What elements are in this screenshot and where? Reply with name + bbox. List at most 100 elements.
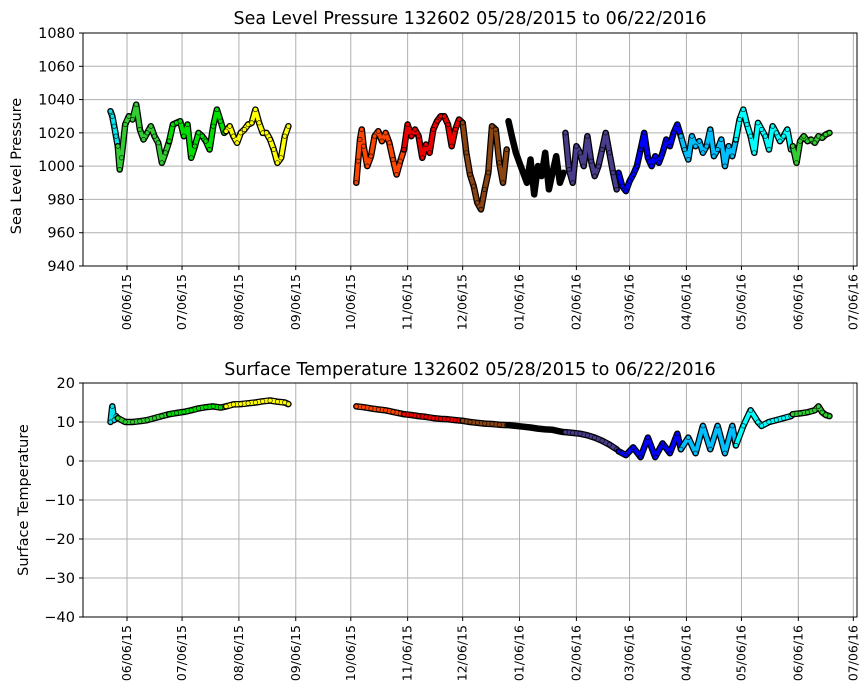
y-tick-label: −10 (44, 493, 75, 509)
data-point (113, 133, 119, 139)
data-point (285, 123, 291, 129)
data-point (781, 415, 787, 421)
data-point (434, 118, 440, 124)
data-point (689, 133, 695, 139)
data-point (748, 133, 754, 139)
data-point (790, 411, 796, 417)
data-point (737, 117, 743, 123)
y-tick-label: 10 (57, 415, 75, 431)
data-point (707, 446, 713, 452)
x-tick-label: 12/06/15 (455, 274, 470, 330)
data-point (460, 120, 466, 126)
data-point (561, 170, 567, 176)
y-tick-label: −20 (44, 532, 75, 548)
data-point (256, 120, 262, 126)
data-point (641, 130, 647, 136)
data-point (452, 417, 458, 423)
sea-level-pressure-chart: Sea Level Pressure 132602 05/28/2015 to … (9, 9, 860, 330)
data-point (729, 153, 735, 159)
x-tick-label: 06/06/15 (119, 625, 134, 681)
data-point (368, 153, 374, 159)
x-tick-label: 12/06/15 (455, 625, 470, 681)
data-point (663, 137, 669, 143)
data-point (678, 446, 684, 452)
data-point (126, 113, 132, 119)
data-point (726, 143, 732, 149)
data-point (379, 138, 385, 144)
data-point (252, 399, 258, 405)
series-line (506, 119, 566, 197)
axis-ticks: −40 −30 −20 −10 0 10 20 06/06/15 07/06/15 08/06/1… (44, 376, 860, 681)
data-point (504, 147, 510, 153)
data-point (199, 133, 205, 139)
x-tick-label: 09/06/15 (288, 625, 303, 681)
data-point (542, 426, 548, 432)
data-point (630, 444, 636, 450)
x-tick-label: 08/06/15 (231, 274, 246, 330)
data-point (122, 419, 128, 425)
data-point (423, 142, 429, 148)
data-point (660, 150, 666, 156)
x-tick-label: 04/06/16 (678, 274, 693, 330)
data-point (196, 130, 202, 136)
data-point (812, 407, 818, 413)
data-point (267, 137, 273, 143)
data-point (210, 123, 216, 129)
data-point (155, 140, 161, 146)
data-point (174, 410, 180, 416)
data-point (196, 405, 202, 411)
data-point (361, 143, 367, 149)
series-line (354, 127, 406, 185)
data-point (408, 133, 414, 139)
series-line (678, 127, 738, 169)
data-point (427, 150, 433, 156)
axis-ticks: 940 960 980 1000 1020 1040 1060 1080 06/06/15 07/… (38, 26, 860, 330)
data-point (797, 138, 803, 144)
data-point (181, 133, 187, 139)
data-point (770, 123, 776, 129)
chart-title: Surface Temperature 132602 05/28/2015 to… (224, 360, 715, 380)
data-point (592, 173, 598, 179)
data-point (485, 170, 491, 176)
data-point (812, 140, 818, 146)
data-point (423, 414, 429, 420)
data-point (133, 102, 139, 108)
data-point (722, 450, 728, 456)
data-point (449, 143, 455, 149)
data-point (207, 147, 213, 153)
data-point (623, 452, 629, 458)
data-point (390, 156, 396, 162)
x-tick-label: 07/06/16 (845, 625, 860, 681)
x-tick-label: 03/06/16 (622, 274, 637, 330)
data-point (682, 147, 688, 153)
data-point (610, 170, 616, 176)
data-point (685, 435, 691, 441)
data-point (238, 401, 244, 407)
y-tick-label: 20 (57, 376, 75, 392)
y-tick-label: 940 (47, 259, 75, 275)
data-point (478, 206, 484, 212)
data-point (260, 398, 266, 404)
data-point (614, 186, 620, 192)
data-point (645, 435, 651, 441)
data-point (550, 170, 556, 176)
data-point (115, 415, 121, 421)
data-point (693, 450, 699, 456)
data-point (528, 424, 534, 430)
data-point (192, 143, 198, 149)
data-point (115, 143, 121, 149)
data-point (722, 163, 728, 169)
series-line (224, 398, 291, 409)
data-point (804, 409, 810, 415)
chart-title: Sea Level Pressure 132602 05/28/2015 to … (234, 9, 707, 29)
data-point (357, 137, 363, 143)
data-point (826, 413, 832, 419)
data-point (152, 133, 158, 139)
data-point (819, 135, 825, 141)
data-point (623, 188, 629, 194)
grid-lines (83, 32, 857, 267)
data-point (489, 421, 495, 427)
data-point (353, 180, 359, 186)
data-point (762, 133, 768, 139)
